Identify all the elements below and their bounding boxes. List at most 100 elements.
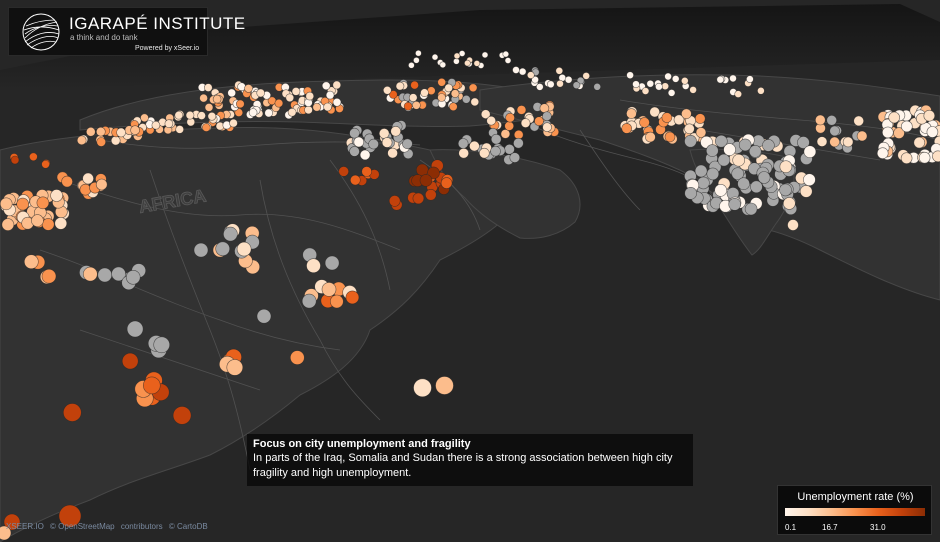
city-point[interactable] [900,152,913,164]
city-point[interactable] [41,218,55,231]
city-point[interactable] [332,98,342,107]
city-point[interactable] [264,108,274,118]
city-point[interactable] [531,75,539,84]
city-point[interactable] [412,101,421,110]
city-point[interactable] [649,106,661,118]
city-point[interactable] [16,197,30,211]
city-point[interactable] [509,152,521,163]
city-point[interactable] [453,57,460,65]
city-point[interactable] [732,153,746,167]
city-point[interactable] [324,255,340,271]
city-point[interactable] [782,197,796,210]
city-point[interactable] [415,49,422,57]
city-point[interactable] [378,128,390,139]
city-point[interactable] [655,82,663,91]
city-point[interactable] [621,123,633,134]
city-point[interactable] [744,202,758,216]
city-point[interactable] [10,155,20,165]
city-point[interactable] [856,130,868,142]
city-point[interactable] [555,67,564,75]
city-point[interactable] [321,282,337,297]
city-point[interactable] [535,83,544,91]
city-point[interactable] [207,112,217,121]
city-point[interactable] [723,143,736,156]
city-point[interactable] [729,74,737,83]
city-point[interactable] [76,135,87,146]
city-point[interactable] [748,145,762,158]
city-point[interactable] [448,102,458,111]
city-point[interactable] [234,108,244,117]
city-point[interactable] [349,174,361,186]
city-point[interactable] [673,114,685,126]
city-point[interactable] [829,136,840,148]
city-point[interactable] [116,127,126,138]
city-point[interactable] [697,176,710,190]
city-point[interactable] [41,268,57,284]
city-point[interactable] [737,177,750,190]
city-point[interactable] [779,183,792,197]
city-point[interactable] [572,81,581,89]
city-point[interactable] [694,164,708,178]
city-point[interactable] [505,112,515,123]
city-point[interactable] [684,134,697,148]
city-point[interactable] [227,88,236,98]
city-point[interactable] [757,87,765,95]
city-point[interactable] [408,62,415,69]
city-point[interactable] [526,71,535,79]
city-point[interactable] [54,217,68,230]
city-point[interactable] [325,90,335,100]
city-point[interactable] [593,83,602,91]
attribution-xseer-link[interactable]: XSEER.IO [6,522,44,531]
city-point[interactable] [490,145,501,157]
city-point[interactable] [215,241,230,257]
city-point[interactable] [223,226,238,242]
city-point[interactable] [151,120,161,130]
city-point[interactable] [413,56,420,64]
city-point[interactable] [427,166,440,180]
city-point[interactable] [345,290,360,305]
city-point[interactable] [799,185,813,198]
city-point[interactable] [437,78,447,87]
city-point[interactable] [450,89,460,98]
city-point[interactable] [408,93,418,102]
city-point[interactable] [83,266,98,282]
city-point[interactable] [913,136,926,149]
city-point[interactable] [757,171,771,184]
city-point[interactable] [236,241,252,257]
city-point[interactable] [431,53,439,61]
city-point[interactable] [0,525,12,541]
city-point[interactable] [667,89,676,97]
city-point[interactable] [185,110,195,120]
city-point[interactable] [681,108,692,120]
city-point[interactable] [143,376,161,395]
city-point[interactable] [3,513,21,531]
city-point[interactable] [61,175,73,188]
city-point[interactable] [542,111,552,121]
city-point[interactable] [473,60,481,67]
city-point[interactable] [458,147,470,159]
city-point[interactable] [680,77,689,85]
city-point[interactable] [390,126,402,137]
city-point[interactable] [734,90,743,98]
city-point[interactable] [671,75,680,83]
city-point[interactable] [126,320,144,338]
city-point[interactable] [395,81,405,91]
city-point[interactable] [842,136,854,148]
city-point[interactable] [641,87,650,95]
city-point[interactable] [534,116,544,126]
city-point[interactable] [626,108,637,119]
city-point[interactable] [312,102,322,112]
city-point[interactable] [79,183,92,196]
city-point[interactable] [111,266,126,282]
city-point[interactable] [244,84,253,93]
city-point[interactable] [516,105,527,115]
city-point[interactable] [881,126,894,139]
city-point[interactable] [478,147,490,159]
city-point[interactable] [321,81,331,91]
city-point[interactable] [197,111,206,120]
city-point[interactable] [338,166,350,177]
city-point[interactable] [199,93,208,103]
city-point[interactable] [96,126,106,137]
city-point[interactable] [95,178,108,191]
